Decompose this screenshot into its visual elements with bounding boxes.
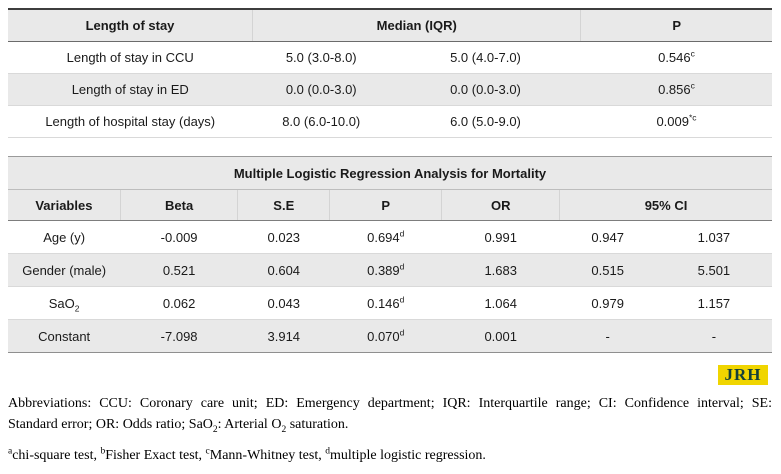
median-value: 0.0 (0.0-3.0) xyxy=(252,73,390,106)
ci-low-value: 0.979 xyxy=(559,286,656,320)
o2-subscript: 2 xyxy=(281,424,287,435)
regression-title-row: Multiple Logistic Regression Analysis fo… xyxy=(8,156,772,190)
row-label: Length of stay in CCU xyxy=(8,41,253,74)
variable-label: Constant xyxy=(8,319,121,353)
table-row: Length of stay in CCU 5.0 (3.0-8.0) 5.0 … xyxy=(8,41,772,74)
test-c-label: Mann-Whitney test, xyxy=(209,448,326,463)
p-value: 0.856c xyxy=(580,73,772,106)
ci-low-value: - xyxy=(559,319,656,353)
regression-header-row: Variables Beta S.E P OR 95% CI xyxy=(8,189,772,221)
row-label: Length of stay in ED xyxy=(8,73,253,106)
p-superscript: *c xyxy=(688,112,697,123)
header-beta: Beta xyxy=(119,189,238,221)
p-superscript: d xyxy=(399,294,405,305)
header-or: OR xyxy=(441,189,560,221)
or-value: 0.001 xyxy=(441,319,560,353)
median-value: 8.0 (6.0-10.0) xyxy=(252,105,390,138)
test-d-superscript: d xyxy=(325,446,330,457)
p-value: 0.146d xyxy=(329,286,442,320)
ci-high-value: 1.037 xyxy=(655,220,772,254)
ci-high-value: - xyxy=(655,319,772,353)
test-a-label: chi-square test, xyxy=(12,448,101,463)
p-value: 0.389d xyxy=(329,253,442,287)
se-value: 0.043 xyxy=(237,286,330,320)
or-value: 1.064 xyxy=(441,286,560,320)
p-value: 0.694d xyxy=(329,220,442,254)
table-row: SaO2 0.062 0.043 0.146d 1.064 0.979 1.15… xyxy=(8,286,772,320)
length-of-stay-table: Length of stay Median (IQR) P Length of … xyxy=(8,8,772,138)
median-value: 6.0 (5.0-9.0) xyxy=(389,105,581,138)
header-p: P xyxy=(329,189,442,221)
length-of-stay-header-row: Length of stay Median (IQR) P xyxy=(8,9,772,42)
abbr-text: Standard error; OR: Odds ratio; SaO xyxy=(8,417,213,432)
regression-table-title: Multiple Logistic Regression Analysis fo… xyxy=(8,156,772,190)
table-row: Age (y) -0.009 0.023 0.694d 0.991 0.947 … xyxy=(8,220,772,254)
or-value: 0.991 xyxy=(441,220,560,254)
variable-label: Age (y) xyxy=(8,220,121,254)
header-variables: Variables xyxy=(8,189,121,221)
test-c-superscript: c xyxy=(205,446,210,457)
ci-low-value: 0.515 xyxy=(559,253,656,287)
statistical-tests-footnote: achi-square test, bFisher Exact test, cM… xyxy=(8,445,772,466)
table-row: Length of stay in ED 0.0 (0.0-3.0) 0.0 (… xyxy=(8,73,772,106)
table-row: Gender (male) 0.521 0.604 0.389d 1.683 0… xyxy=(8,253,772,287)
row-label: Length of hospital stay (days) xyxy=(8,105,253,138)
se-value: 3.914 xyxy=(237,319,330,353)
sao2-subscript: 2 xyxy=(212,424,218,435)
p-superscript: c xyxy=(690,80,695,91)
p-value: 0.546c xyxy=(580,41,772,74)
p-superscript: d xyxy=(399,228,405,239)
variable-text: SaO xyxy=(48,295,75,311)
abbr-text: saturation. xyxy=(286,417,349,432)
p-value-text: 0.070 xyxy=(367,328,400,344)
table-row: Length of hospital stay (days) 8.0 (6.0-… xyxy=(8,105,772,138)
p-value-text: 0.856 xyxy=(658,82,691,97)
median-value: 5.0 (3.0-8.0) xyxy=(252,41,390,74)
beta-value: -0.009 xyxy=(120,220,238,254)
abbreviations-line-2: Standard error; OR: Odds ratio; SaO2: Ar… xyxy=(8,414,772,435)
p-value-text: 0.389 xyxy=(367,262,400,278)
test-a-superscript: a xyxy=(8,446,13,457)
footnotes: Abbreviations: CCU: Coronary care unit; … xyxy=(8,393,772,466)
table-row: Constant -7.098 3.914 0.070d 0.001 - - xyxy=(8,319,772,353)
header-median-iqr: Median (IQR) xyxy=(251,9,581,42)
p-value-text: 0.146 xyxy=(367,295,400,311)
test-d-label: multiple logistic regression. xyxy=(329,448,486,463)
p-value-text: 0.546 xyxy=(658,50,691,65)
header-se: S.E xyxy=(237,189,330,221)
p-value: 0.070d xyxy=(329,319,442,353)
p-value-text: 0.009 xyxy=(656,114,689,129)
p-superscript: d xyxy=(399,327,405,338)
p-value-text: 0.694 xyxy=(367,229,400,245)
ci-low-value: 0.947 xyxy=(559,220,656,254)
median-value: 5.0 (4.0-7.0) xyxy=(389,41,581,74)
beta-value: 0.521 xyxy=(120,253,238,287)
abbr-text: : Arterial O xyxy=(217,417,282,432)
p-value: 0.009*c xyxy=(580,105,772,138)
test-b-superscript: b xyxy=(100,446,106,457)
se-value: 0.604 xyxy=(237,253,330,287)
median-value: 0.0 (0.0-3.0) xyxy=(389,73,581,106)
regression-table: Multiple Logistic Regression Analysis fo… xyxy=(8,156,772,353)
variable-subscript: 2 xyxy=(74,303,80,314)
ci-high-value: 5.501 xyxy=(655,253,772,287)
beta-value: -7.098 xyxy=(120,319,238,353)
abbreviations-line-1: Abbreviations: CCU: Coronary care unit; … xyxy=(8,396,772,411)
header-ci: 95% CI xyxy=(559,189,772,221)
p-superscript: d xyxy=(399,261,405,272)
jrh-journal-logo: JRH xyxy=(718,365,768,385)
or-value: 1.683 xyxy=(441,253,560,287)
variable-label: Gender (male) xyxy=(8,253,121,287)
variable-label: SaO2 xyxy=(8,286,121,320)
p-superscript: c xyxy=(690,48,695,59)
beta-value: 0.062 xyxy=(120,286,238,320)
se-value: 0.023 xyxy=(237,220,330,254)
ci-high-value: 1.157 xyxy=(655,286,772,320)
test-b-label: Fisher Exact test, xyxy=(105,448,206,463)
logo-row: JRH xyxy=(8,365,768,385)
header-p: P xyxy=(580,9,772,42)
header-length-of-stay: Length of stay xyxy=(8,9,253,42)
